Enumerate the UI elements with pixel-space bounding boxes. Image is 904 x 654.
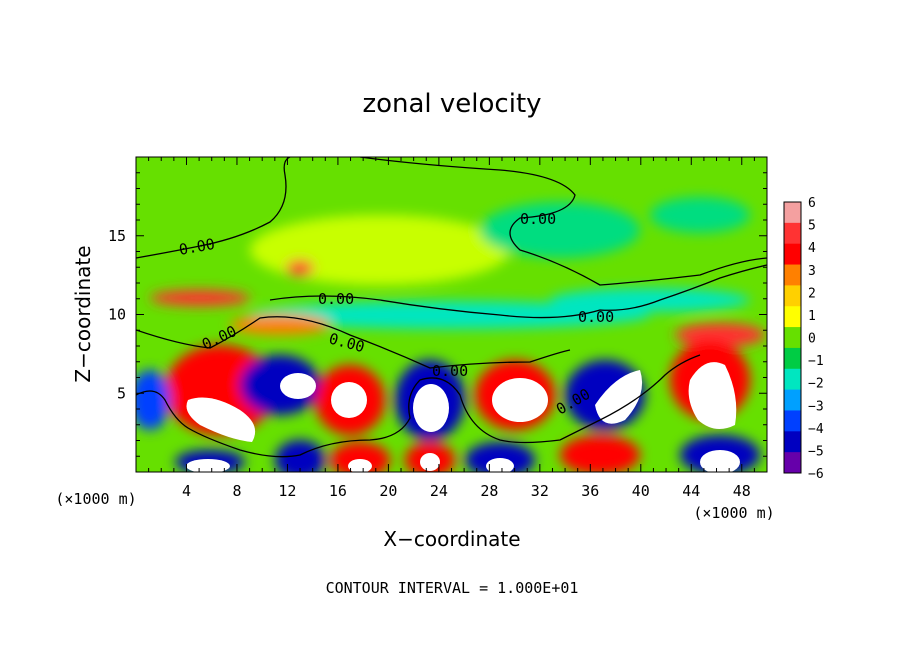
colorbar-swatch xyxy=(784,452,801,474)
colorbar-tick-label: −5 xyxy=(808,444,824,459)
contour-label: 0.00 xyxy=(432,362,468,380)
axis-ticks xyxy=(136,157,767,472)
colorbar-tick-label: 2 xyxy=(808,286,816,301)
field-patches xyxy=(136,197,765,472)
plot-area: 0.00 0.00 0.00 0.00 0.00 0.00 0.00 0.00 xyxy=(136,157,767,472)
saturated-regions xyxy=(186,362,740,472)
contour-label: 0.00 xyxy=(578,308,614,326)
colorbar-swatch xyxy=(784,327,801,349)
y-axis-label: Z−coordinate xyxy=(71,245,95,382)
colorbar-tick-label: 5 xyxy=(808,219,816,234)
x-tick-labels: 4 8 12 16 20 24 28 32 36 40 44 48 xyxy=(182,482,751,500)
colorbar-tick-label: 4 xyxy=(808,241,816,256)
x-tick-label: 24 xyxy=(430,482,448,500)
contour-lines xyxy=(136,157,767,458)
colorbar-swatch xyxy=(784,306,801,328)
colorbar-tick-label: 6 xyxy=(808,196,816,211)
colorbar-tick-label: −6 xyxy=(808,467,824,482)
x-tick-label: 12 xyxy=(278,482,296,500)
colorbar-tick-label: 0 xyxy=(808,332,816,347)
contour-label: 0.00 xyxy=(318,290,354,308)
y-tick-label: 10 xyxy=(108,306,126,324)
colorbar-swatch xyxy=(784,410,801,432)
chart-title: zonal velocity xyxy=(362,89,541,119)
colorbar-swatch xyxy=(784,285,801,307)
x-tick-label: 48 xyxy=(733,482,751,500)
colorbar-frame xyxy=(783,201,802,474)
colorbar-swatch xyxy=(784,264,801,286)
colorbar-swatch xyxy=(784,431,801,453)
colorbar-swatch xyxy=(784,347,801,370)
colorbar-tick-label: 3 xyxy=(808,264,816,279)
x-tick-label: 16 xyxy=(329,482,347,500)
x-tick-label: 40 xyxy=(632,482,650,500)
y-tick-label: 15 xyxy=(108,227,126,245)
colorbar-tick-label: −1 xyxy=(808,354,824,369)
x-tick-label: 44 xyxy=(682,482,700,500)
x-tick-label: 8 xyxy=(232,482,241,500)
x-tick-label: 28 xyxy=(480,482,498,500)
contour-interval-note: CONTOUR INTERVAL = 1.000E+01 xyxy=(326,579,579,597)
x-tick-label: 4 xyxy=(182,482,191,500)
x-axis-label: X−coordinate xyxy=(383,527,520,551)
colorbar-swatch xyxy=(784,202,801,224)
colorbar: 6 5 4 3 2 1 0 −1 −2 −3 −4 −5 −6 xyxy=(783,196,824,482)
colorbar-tick-label: −3 xyxy=(808,399,824,414)
colorbar-tick-label: −2 xyxy=(808,377,824,392)
y-unit-label: (×1000 m) xyxy=(55,490,136,508)
x-tick-label: 36 xyxy=(581,482,599,500)
x-tick-label: 20 xyxy=(379,482,397,500)
colorbar-tick-label: 1 xyxy=(808,309,816,324)
contour-label: 0.00 xyxy=(178,235,217,259)
y-tick-labels: 5 10 15 xyxy=(108,227,126,403)
x-tick-label: 32 xyxy=(531,482,549,500)
colorbar-swatch xyxy=(784,389,801,411)
colorbar-swatch xyxy=(784,368,801,391)
colorbar-tick-label: −4 xyxy=(808,422,824,437)
colorbar-swatch xyxy=(784,243,801,266)
x-unit-label: (×1000 m) xyxy=(693,504,774,522)
contour-label: 0.00 xyxy=(520,210,556,228)
y-tick-label: 5 xyxy=(117,384,126,402)
colorbar-swatch xyxy=(784,222,801,245)
